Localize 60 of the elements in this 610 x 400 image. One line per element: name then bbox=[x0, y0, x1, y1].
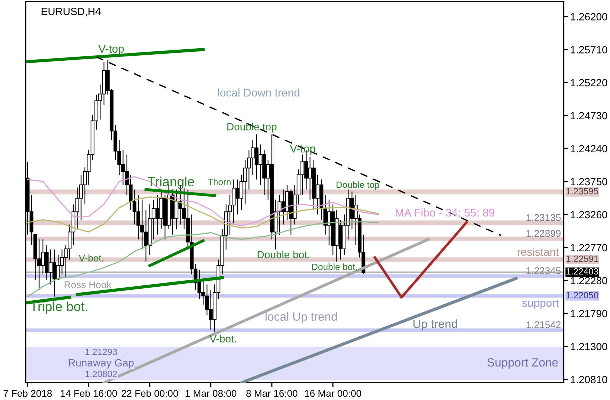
ref-line-label: 1.23135 bbox=[526, 214, 561, 222]
candlestick bbox=[52, 249, 56, 298]
x-tick-label: 22 Feb 00:00 bbox=[122, 390, 178, 398]
annotation: Double top bbox=[336, 182, 380, 190]
candlestick bbox=[140, 199, 144, 250]
annotation: local Up trend bbox=[266, 312, 338, 324]
candlestick bbox=[174, 189, 179, 230]
x-tick-label: 14 Feb 16:00 bbox=[61, 390, 118, 398]
annotation: Triple bot. bbox=[30, 302, 88, 314]
annotation: Triangle bbox=[148, 176, 194, 190]
ref-line-label: 1.21542 bbox=[526, 322, 561, 328]
candlestick bbox=[236, 179, 240, 216]
annotation: Double bot. bbox=[258, 250, 310, 259]
x-tick-label: 1 Mar 08:00 bbox=[186, 390, 237, 398]
x-tick-label: 8 Mar 16:00 bbox=[246, 390, 298, 398]
chart-title: EURUSD,H4 bbox=[42, 8, 101, 17]
y-tick-label: 1.26200 bbox=[571, 13, 608, 21]
ref-line-label: 1.22050 bbox=[566, 292, 598, 299]
candlestick bbox=[258, 144, 263, 186]
band-label: Support Zone bbox=[488, 358, 558, 370]
candlestick bbox=[156, 194, 160, 236]
annotation: V-bot. bbox=[78, 254, 104, 262]
candlestick bbox=[308, 156, 312, 200]
y-tick-label: 1.22770 bbox=[571, 244, 608, 252]
ref-line-label: 1.23595 bbox=[566, 188, 598, 195]
y-tick-label: 1.21300 bbox=[571, 343, 608, 351]
x-tick-label: 7 Feb 2018 bbox=[4, 390, 52, 398]
y-tick-label: 1.23750 bbox=[571, 178, 608, 186]
y-tick-label: 1.24730 bbox=[571, 112, 608, 120]
y-tick-label: 1.24240 bbox=[571, 145, 608, 153]
annotation: Double top bbox=[228, 123, 277, 133]
ref-line-label: 1.22403 bbox=[566, 268, 598, 275]
candlestick bbox=[300, 154, 305, 196]
annotation: Runaway Gap bbox=[69, 359, 134, 369]
y-tick-label: 1.25710 bbox=[571, 46, 608, 54]
annotation: MA Fibo - 34; 55; 89 bbox=[396, 208, 495, 218]
line-series bbox=[27, 196, 380, 233]
annotation: 1.20802 bbox=[86, 371, 118, 378]
line-series bbox=[27, 222, 380, 298]
annotation: Thorn bbox=[208, 178, 231, 186]
x-tick-label: 16 Mar 00:00 bbox=[305, 390, 362, 398]
y-tick-label: 1.21790 bbox=[571, 310, 608, 318]
y-tick-label: 1.23260 bbox=[571, 211, 608, 219]
annotation: Double bot. bbox=[312, 264, 358, 270]
y-tick-label: 1.22280 bbox=[571, 277, 608, 285]
annotation: V-bot. bbox=[210, 335, 236, 343]
annotation: V-top bbox=[98, 45, 124, 56]
y-tick-label: 1.20810 bbox=[571, 376, 608, 384]
annotation: resistant bbox=[518, 248, 560, 256]
ref-line-label: 1.22591 bbox=[566, 256, 598, 262]
annotation: support bbox=[522, 300, 560, 310]
candlestick bbox=[282, 189, 286, 226]
annotation: Ross Hook bbox=[64, 281, 112, 288]
y-tick-label: 1.25220 bbox=[571, 79, 608, 87]
candlestick bbox=[171, 189, 175, 236]
annotation: Up trend bbox=[414, 320, 458, 331]
annotation: 1.21293 bbox=[86, 348, 118, 356]
ref-line-label: 1.22899 bbox=[526, 230, 561, 238]
annotation: local Down trend bbox=[218, 88, 300, 97]
candlestick bbox=[48, 249, 53, 286]
